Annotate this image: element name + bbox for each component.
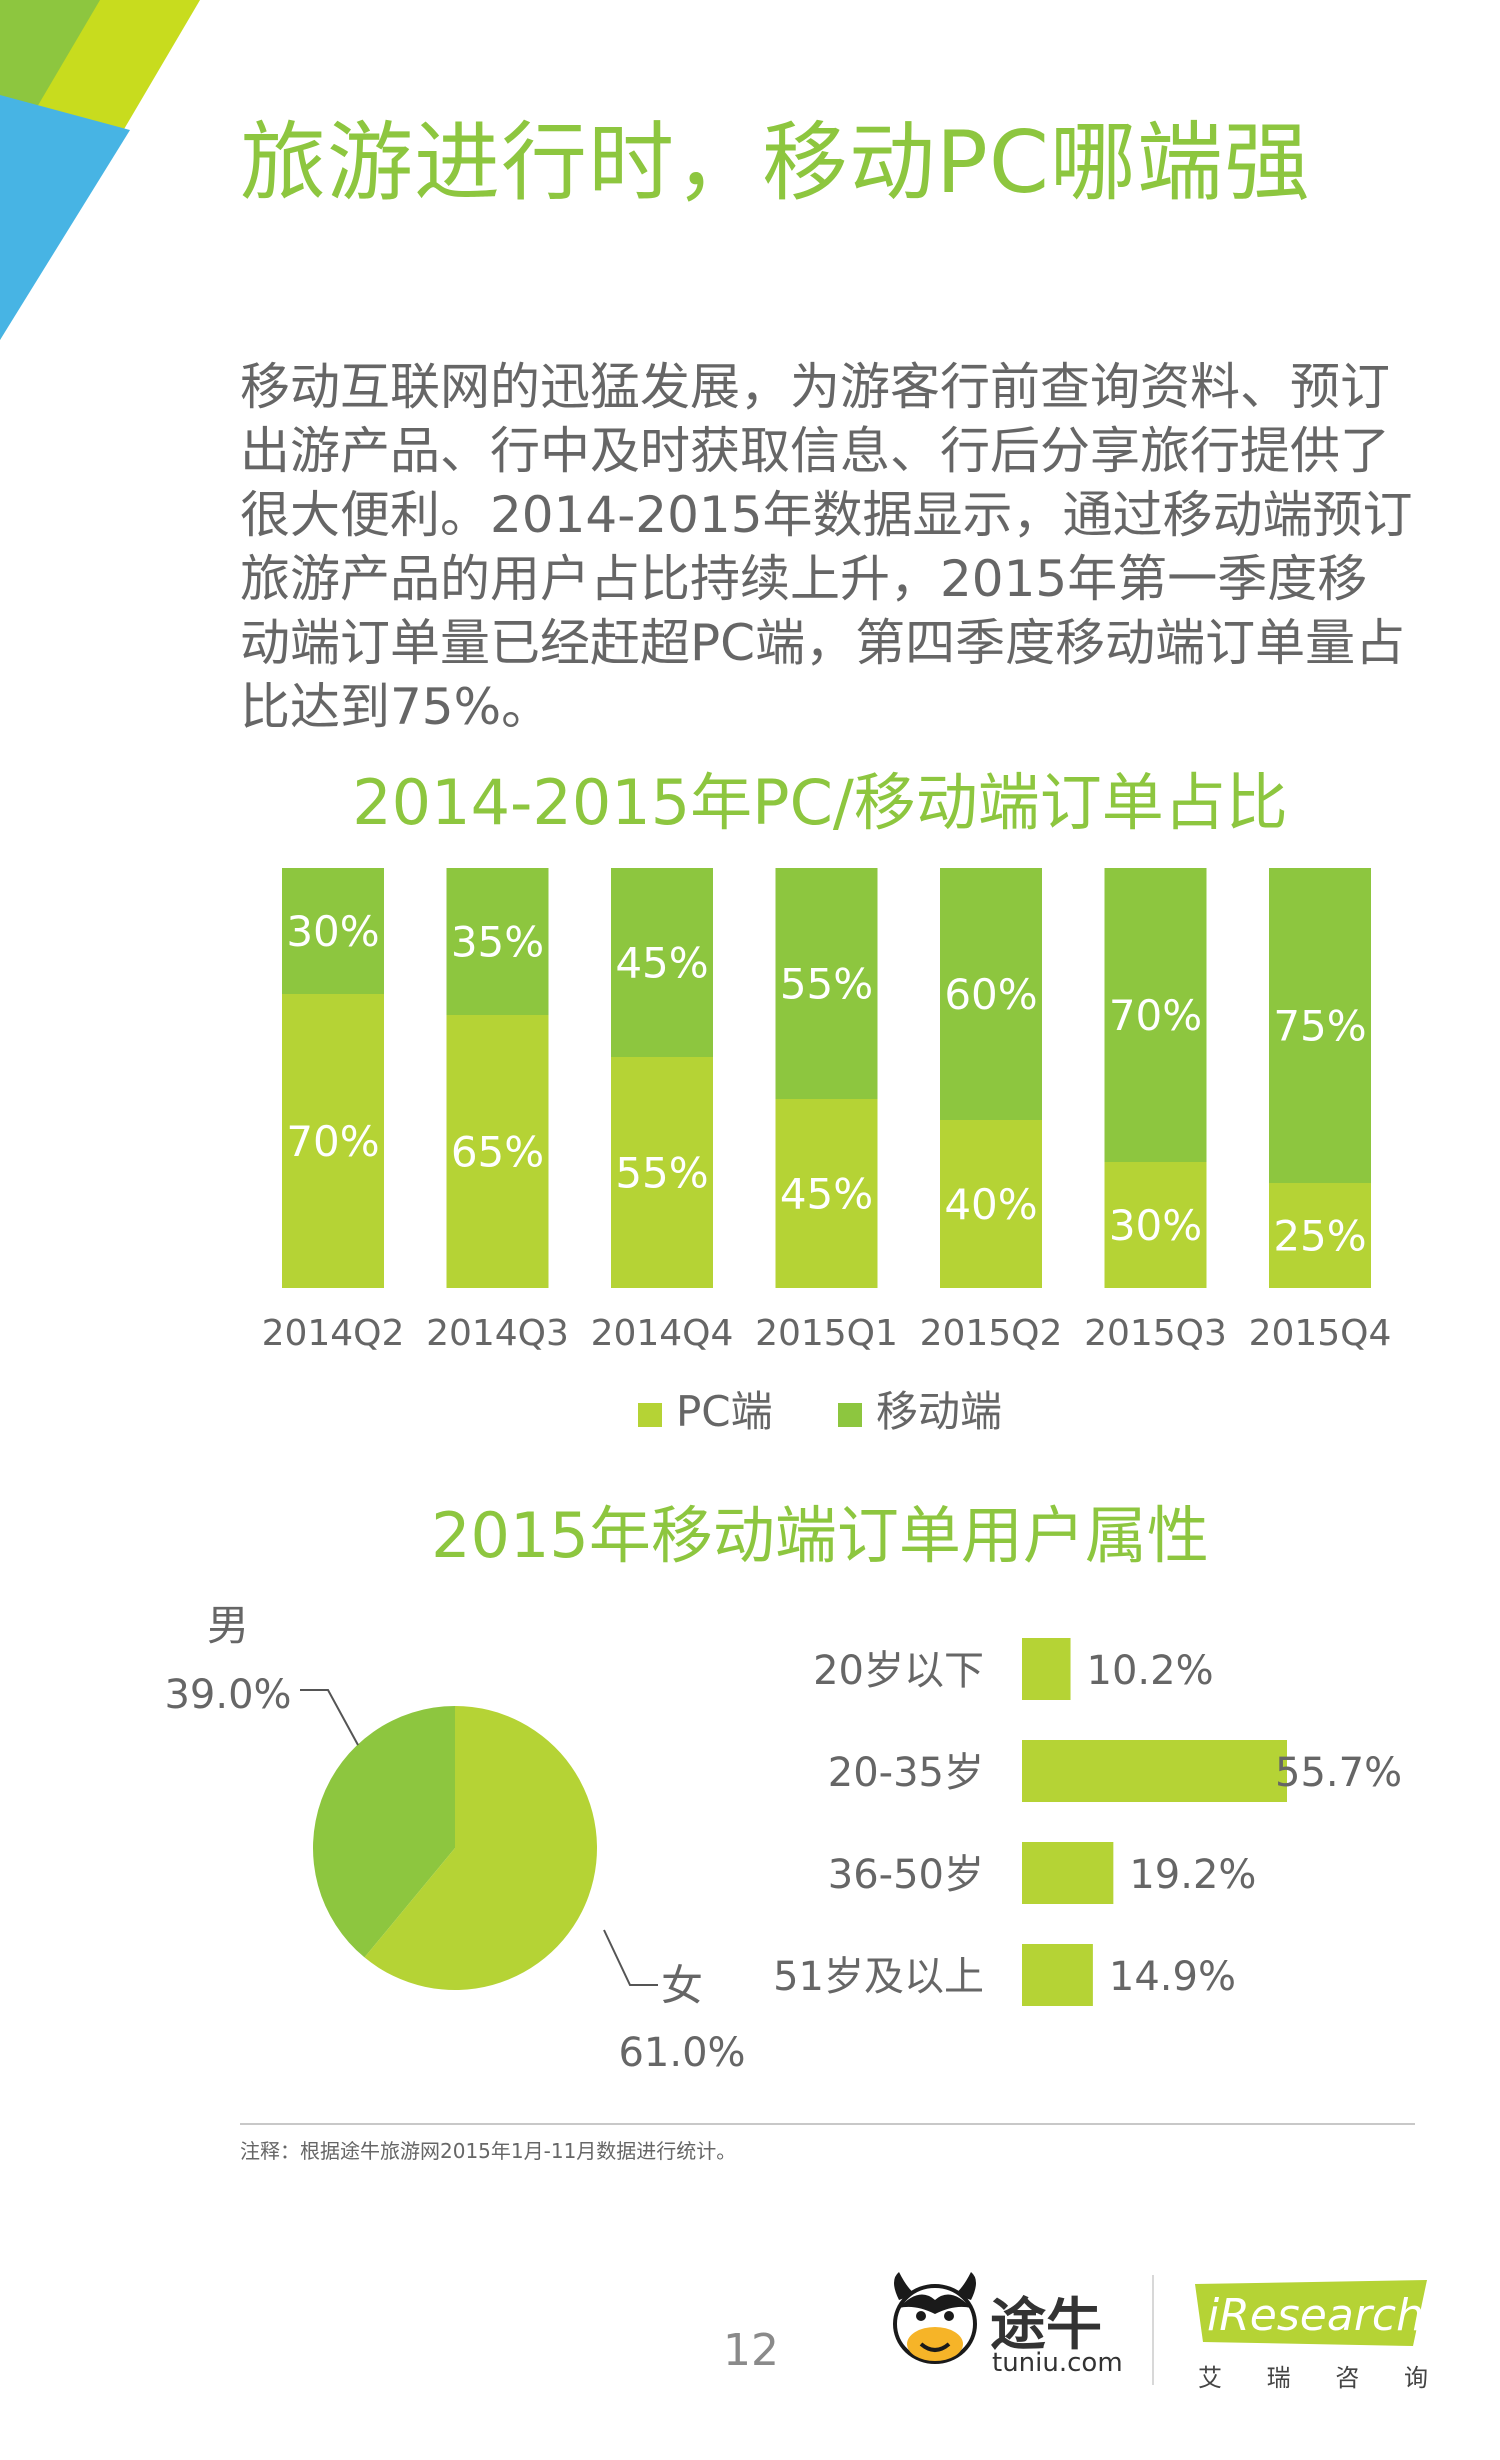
pie-value-female: 61.0% <box>618 2030 745 2076</box>
gender-pie-chart: 男 39.0% 女 61.0% <box>164 1601 745 2076</box>
legend-swatch-mobile <box>838 1402 862 1427</box>
bar-pc-2015Q3 <box>1104 1162 1207 1288</box>
bar-pc-2015Q4 <box>1269 1183 1371 1288</box>
bar-mobile-2014Q3 <box>446 868 549 1015</box>
bar-pc-2015Q2 <box>940 1120 1042 1288</box>
age-bar <box>1022 1944 1093 2006</box>
stacked-chart-legend: PC端 移动端 <box>0 1378 1500 1439</box>
data-label-pc: 70% <box>286 1117 379 1166</box>
age-category-label: 20-35岁 <box>828 1750 984 1796</box>
age-bar <box>1022 1740 1287 1802</box>
iresearch-logo: iResearch <box>1195 2280 1427 2346</box>
age-category-label: 36-50岁 <box>828 1852 984 1898</box>
x-tick-label: 2015Q2 <box>920 1313 1063 1354</box>
pie-label-female: 女 <box>661 1961 703 2010</box>
iresearch-char: 瑞 <box>1266 2364 1291 2392</box>
bar-pc-2014Q2 <box>282 994 384 1288</box>
legend-label-mobile: 移动端 <box>876 1387 1003 1436</box>
age-value-label: 55.7% <box>1275 1750 1402 1796</box>
x-tick-label: 2014Q3 <box>426 1313 569 1354</box>
data-label-pc: 30% <box>1109 1201 1202 1250</box>
x-tick-label: 2014Q4 <box>591 1313 734 1354</box>
x-tick-label: 2015Q1 <box>755 1313 898 1354</box>
pie-slice-female <box>364 1706 597 1990</box>
logo-divider <box>1152 2275 1154 2385</box>
bar-mobile-2015Q4 <box>1269 868 1371 1183</box>
legend-item-pc: PC端 <box>637 1378 773 1439</box>
note-divider <box>240 2123 1415 2125</box>
legend-swatch-pc <box>637 1402 662 1427</box>
leader-line-male <box>300 1689 359 1746</box>
data-label-mobile: 30% <box>286 907 379 956</box>
bar-mobile-2015Q2 <box>940 868 1042 1120</box>
data-label-mobile: 70% <box>1109 991 1202 1040</box>
pie-value-male: 39.0% <box>164 1672 291 1718</box>
age-bar <box>1022 1842 1114 1904</box>
data-label-mobile: 55% <box>780 960 873 1009</box>
data-label-pc: 25% <box>1273 1212 1366 1261</box>
tuniu-cow-icon <box>893 2272 977 2364</box>
age-category-label: 20岁以下 <box>813 1648 984 1694</box>
data-label-mobile: 60% <box>944 970 1037 1019</box>
page-number: 12 <box>723 2325 779 2376</box>
bar-pc-2015Q1 <box>775 1099 878 1288</box>
stacked-bar-chart: 70% 30% 2014Q2 65% 35% 2014Q3 55% 45% 2014Q4 45% 5… <box>262 868 1392 1354</box>
age-value-label: 10.2% <box>1087 1648 1214 1694</box>
data-label-pc: 45% <box>780 1170 873 1219</box>
age-bar-chart: 20岁以下 10.2% 20-35岁 55.7% 36-50岁 19.2% 51岁及以上 14… <box>773 1638 1402 2006</box>
iresearch-logo-text: iResearch <box>1207 2290 1424 2341</box>
corner-decoration <box>0 0 200 340</box>
age-bar <box>1022 1638 1071 1700</box>
data-label-pc: 55% <box>615 1149 708 1198</box>
bar-pc-2014Q4 <box>611 1057 713 1288</box>
data-label-pc: 65% <box>451 1128 544 1177</box>
bar-mobile-2014Q2 <box>282 868 384 994</box>
x-tick-label: 2014Q2 <box>262 1313 405 1354</box>
bar-mobile-2015Q1 <box>775 868 878 1099</box>
x-tick-label: 2015Q3 <box>1084 1313 1227 1354</box>
bar-pc-2014Q3 <box>446 1015 549 1288</box>
page-title: 旅游进行时，移动PC哪端强 <box>240 113 1311 213</box>
data-label-pc: 40% <box>944 1180 1037 1229</box>
data-label-mobile: 75% <box>1273 1002 1366 1051</box>
stacked-chart-title: 2014-2015年PC/移动端订单占比 <box>352 766 1288 839</box>
tuniu-domain: tuniu.com <box>992 2348 1123 2378</box>
age-value-label: 19.2% <box>1129 1852 1256 1898</box>
iresearch-chinese-name: 艾 瑞 咨 询 <box>1198 2358 1428 2393</box>
data-label-mobile: 45% <box>615 939 708 988</box>
bar-mobile-2015Q3 <box>1104 868 1207 1162</box>
pie-slice-male <box>313 1706 455 1958</box>
data-label-mobile: 35% <box>451 918 544 967</box>
pie-label-male: 男 <box>207 1601 249 1650</box>
footnote: 注释：根据途牛旅游网2015年1月-11月数据进行统计。 <box>240 2139 737 2163</box>
user-attribute-chart-title: 2015年移动端订单用户属性 <box>431 1499 1209 1572</box>
x-tick-label: 2015Q4 <box>1249 1313 1392 1354</box>
iresearch-char: 艾 <box>1198 2364 1222 2392</box>
age-category-label: 51岁及以上 <box>773 1954 984 2000</box>
bar-mobile-2014Q4 <box>611 868 713 1057</box>
tuniu-logo-text: 途牛 <box>990 2293 1102 2358</box>
age-value-label: 14.9% <box>1109 1954 1236 2000</box>
intro-paragraph: 移动互联网的迅猛发展，为游客行前查询资料、预订出游产品、行中及时获取信息、行后分… <box>240 358 1413 736</box>
legend-item-mobile: 移动端 <box>838 1378 1002 1439</box>
iresearch-char: 询 <box>1403 2364 1428 2392</box>
iresearch-char: 咨 <box>1335 2364 1360 2392</box>
leader-line-female <box>603 1929 658 1986</box>
legend-label-pc: PC端 <box>675 1387 773 1436</box>
